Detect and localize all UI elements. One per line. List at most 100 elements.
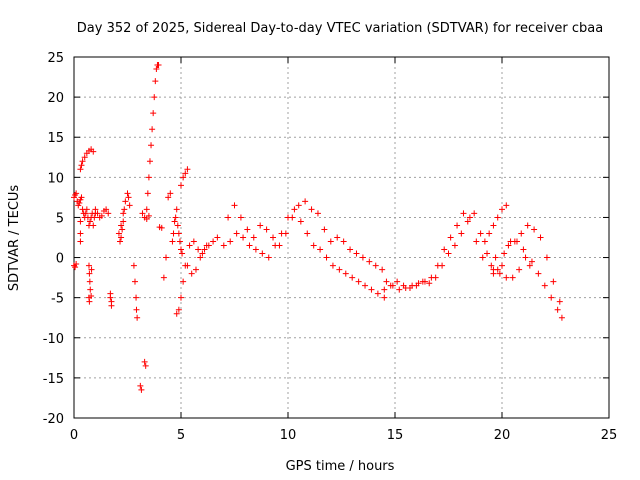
data-point: [134, 314, 141, 321]
data-point: [150, 110, 157, 117]
data-point: [120, 218, 127, 225]
data-point: [190, 238, 197, 245]
data-point: [252, 246, 259, 253]
data-point: [484, 250, 491, 257]
data-point: [180, 174, 187, 181]
data-point: [76, 200, 83, 207]
data-point: [85, 262, 92, 269]
data-point: [165, 194, 172, 201]
y-tick-label: 15: [47, 131, 64, 146]
chart-title: Day 352 of 2025, Sidereal Day-to-day VTE…: [77, 21, 603, 36]
data-point: [197, 254, 204, 261]
data-point: [359, 254, 366, 261]
data-point: [167, 190, 174, 197]
data-point: [441, 246, 448, 253]
data-point: [304, 230, 311, 237]
data-point: [396, 286, 403, 293]
data-point: [329, 262, 336, 269]
data-point: [471, 210, 478, 217]
data-point: [203, 242, 210, 249]
data-point: [169, 238, 176, 245]
data-point: [259, 250, 266, 257]
data-point: [250, 234, 257, 241]
data-point: [160, 274, 167, 281]
data-point: [148, 142, 155, 149]
data-point: [175, 230, 182, 237]
data-point: [421, 278, 428, 285]
data-point: [297, 218, 304, 225]
data-point: [87, 218, 94, 225]
data-point: [107, 294, 114, 301]
data-point: [499, 262, 505, 269]
x-tick-label: 10: [280, 428, 297, 443]
data-point: [81, 154, 88, 161]
data-point: [295, 202, 302, 209]
data-point: [91, 214, 98, 221]
data-point: [323, 254, 330, 261]
data-point: [225, 214, 232, 221]
data-point: [158, 224, 165, 231]
data-point: [178, 246, 184, 253]
data-point: [445, 250, 452, 257]
data-point: [77, 238, 84, 245]
data-point: [503, 274, 510, 281]
data-point: [486, 230, 493, 237]
data-point: [143, 206, 150, 213]
data-point: [145, 212, 152, 219]
data-point: [426, 280, 433, 287]
data-point: [524, 222, 531, 229]
data-point: [368, 286, 375, 293]
data-point: [409, 282, 416, 289]
data-point: [178, 182, 184, 189]
data-point: [201, 246, 208, 253]
data-point: [270, 234, 277, 241]
data-point: [289, 214, 296, 221]
data-point: [481, 238, 488, 245]
y-tick-label: 25: [47, 51, 64, 66]
data-point: [516, 266, 523, 273]
data-point: [537, 234, 544, 241]
data-point: [362, 282, 369, 289]
data-point: [464, 218, 471, 225]
data-point: [334, 234, 341, 241]
data-point: [163, 254, 170, 261]
x-tick-label: 5: [177, 428, 185, 443]
data-point: [186, 242, 193, 249]
data-point: [153, 66, 160, 73]
data-point: [415, 280, 422, 287]
data-point: [184, 262, 191, 269]
data-point: [73, 190, 80, 197]
data-point: [77, 230, 84, 237]
data-point: [543, 254, 550, 261]
data-point: [451, 242, 458, 249]
data-point: [178, 294, 184, 301]
data-point: [94, 210, 101, 217]
data-point: [117, 238, 124, 245]
data-point: [505, 242, 512, 249]
data-point: [175, 306, 182, 313]
data-point: [180, 278, 187, 285]
data-point: [126, 202, 133, 209]
grid-lines: [74, 57, 609, 418]
data-point: [308, 206, 315, 213]
data-point: [556, 298, 563, 305]
data-point: [130, 262, 137, 269]
data-point: [173, 206, 180, 213]
y-tick-label: -20: [43, 412, 64, 427]
data-point: [86, 270, 93, 277]
data-point: [473, 238, 480, 245]
data-point: [372, 262, 379, 269]
data-point: [184, 166, 191, 173]
data-point: [528, 258, 535, 265]
data-point: [105, 210, 112, 217]
data-point: [125, 194, 132, 201]
data-point: [176, 238, 183, 245]
data-point: [336, 266, 343, 273]
x-tick-label: 20: [494, 428, 511, 443]
data-point: [490, 222, 497, 229]
data-point: [179, 250, 186, 257]
data-point: [394, 278, 401, 285]
data-point: [550, 278, 557, 285]
data-point: [83, 206, 90, 213]
